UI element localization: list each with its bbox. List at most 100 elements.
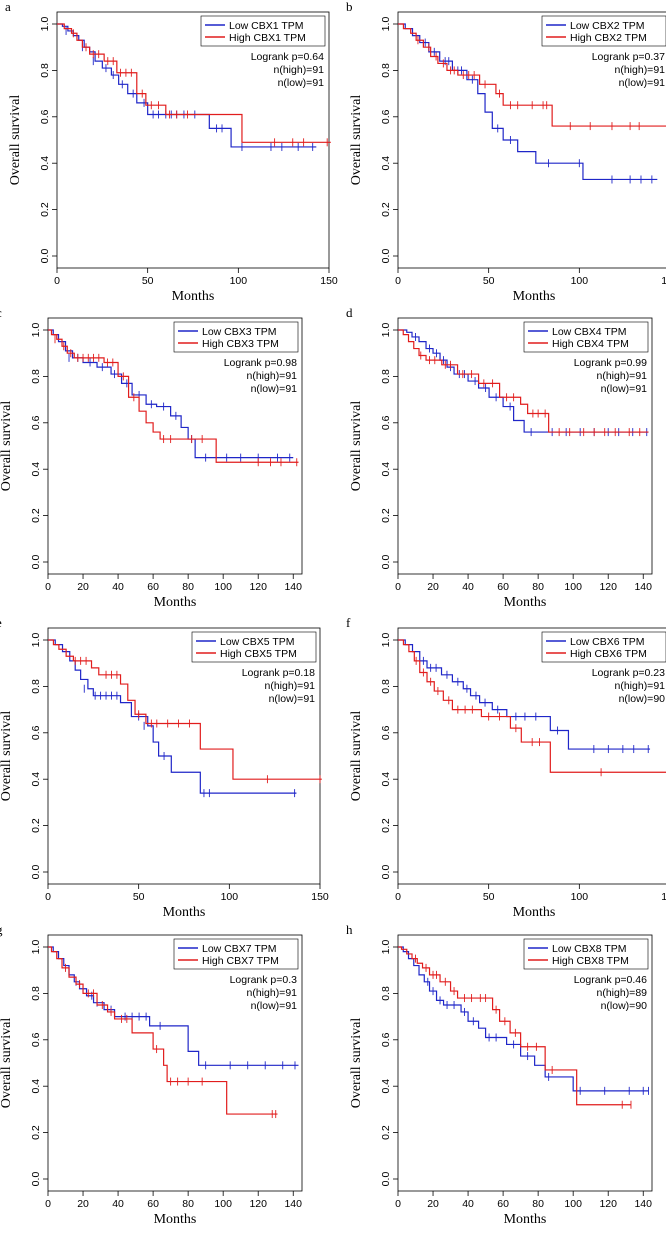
stat-line: n(low)=91 xyxy=(251,383,298,395)
x-tick-label: 20 xyxy=(427,1198,439,1210)
x-axis-title: Months xyxy=(504,595,547,610)
x-tick-label: 0 xyxy=(54,275,60,287)
legend-box xyxy=(173,938,299,970)
x-tick-label: 100 xyxy=(221,891,239,903)
y-tick-label: 0.2 xyxy=(380,202,392,217)
y-tick-label: 0.6 xyxy=(30,1032,42,1047)
y-axis-title: Overall survival xyxy=(0,711,14,802)
y-tick-label: 0.0 xyxy=(39,249,51,264)
x-tick-label: 100 xyxy=(564,581,582,593)
legend-label: High CBX3 TPM xyxy=(202,338,279,350)
panel-e: e 0 50 100 150 0.0 0.2 0.4 0.6 0.8 1.0 Months Overal… xyxy=(0,615,329,920)
x-tick-label: 120 xyxy=(599,581,617,593)
y-tick-label: 0.0 xyxy=(380,1172,392,1187)
y-tick-label: 1.0 xyxy=(30,323,42,338)
y-axis-title: Overall survival xyxy=(0,401,14,492)
stat-line: Logrank p=0.98 xyxy=(224,357,297,369)
y-tick-label: 0.0 xyxy=(30,865,42,880)
x-tick-label: 120 xyxy=(249,1198,267,1210)
x-tick-label: 20 xyxy=(427,581,439,593)
x-tick-label: 80 xyxy=(182,581,194,593)
y-axis-title: Overall survival xyxy=(349,401,364,492)
survival-curve-low xyxy=(48,329,294,459)
stat-line: Logrank p=0.64 xyxy=(251,51,324,63)
y-tick-label: 0.6 xyxy=(380,415,392,430)
stat-line: n(high)=91 xyxy=(597,370,648,382)
y-tick-label: 1.0 xyxy=(380,633,392,648)
x-tick-label: 0 xyxy=(395,581,401,593)
panel-d: d 0 20 40 60 80 100 120 140 0.0 0.2 0.4 0.6 0.8 1.0 Mon… xyxy=(346,305,653,610)
y-tick-label: 0.6 xyxy=(380,725,392,740)
x-tick-label: 20 xyxy=(77,1198,89,1210)
x-tick-label: 140 xyxy=(284,1198,302,1210)
x-axis-title: Months xyxy=(513,905,556,920)
panel-letter: b xyxy=(346,0,353,14)
stat-line: n(high)=91 xyxy=(247,987,298,999)
y-tick-label: 0.4 xyxy=(380,462,392,477)
x-tick-label: 80 xyxy=(182,1198,194,1210)
survival-curve-low xyxy=(398,23,658,181)
x-tick-label: 60 xyxy=(497,1198,509,1210)
y-axis-title: Overall survival xyxy=(0,1018,14,1109)
stat-line: n(high)=91 xyxy=(615,680,666,692)
x-tick-label: 140 xyxy=(634,1198,652,1210)
x-tick-label: 0 xyxy=(395,275,401,287)
stat-line: n(low)=91 xyxy=(251,1000,298,1012)
legend-label: High CBX7 TPM xyxy=(202,955,279,967)
y-tick-label: 0.4 xyxy=(30,772,42,787)
stat-line: n(high)=91 xyxy=(615,64,666,76)
y-tick-label: 1.0 xyxy=(30,940,42,955)
x-axis-title: Months xyxy=(504,1212,547,1227)
y-tick-label: 1.0 xyxy=(380,940,392,955)
y-tick-label: 0.8 xyxy=(30,679,42,694)
legend-label: Low CBX4 TPM xyxy=(552,326,627,338)
legend-label: High CBX5 TPM xyxy=(220,648,297,660)
x-tick-label: 100 xyxy=(214,581,232,593)
legend-box xyxy=(523,938,649,970)
stat-line: n(high)=91 xyxy=(265,680,316,692)
legend-label: High CBX6 TPM xyxy=(570,648,647,660)
panel-c: c 0 20 40 60 80 100 120 140 0.0 0.2 0.4 0.6 0.8 1.0 Mon… xyxy=(0,305,303,610)
y-tick-label: 0.8 xyxy=(39,63,51,78)
stat-line: n(low)=90 xyxy=(601,1000,648,1012)
panel-g: g 0 20 40 60 80 100 120 140 0.0 0.2 0.4 0.6 0.8 1.0 Mon… xyxy=(0,922,303,1227)
x-tick-label: 80 xyxy=(532,581,544,593)
x-tick-label: 100 xyxy=(571,275,589,287)
y-tick-label: 0.2 xyxy=(380,1125,392,1140)
y-tick-label: 0.0 xyxy=(380,865,392,880)
panel-letter: e xyxy=(0,615,2,630)
y-tick-label: 0.8 xyxy=(30,986,42,1001)
y-tick-label: 0.8 xyxy=(380,986,392,1001)
y-tick-label: 0.6 xyxy=(39,109,51,124)
x-tick-label: 50 xyxy=(483,891,495,903)
y-tick-label: 0.4 xyxy=(380,1079,392,1094)
survival-curve-low xyxy=(398,946,649,1092)
plot-frame xyxy=(47,317,303,575)
stat-line: Logrank p=0.37 xyxy=(592,51,665,63)
y-tick-label: 0.4 xyxy=(30,462,42,477)
panel-a: a 0 50 100 150 0.0 0.2 0.4 0.6 0.8 1.0 Months Overal… xyxy=(5,0,338,304)
legend-box xyxy=(523,321,649,353)
stat-line: Logrank p=0.99 xyxy=(574,357,647,369)
survival-curve-high xyxy=(398,329,649,433)
legend-box xyxy=(541,631,666,663)
y-tick-label: 1.0 xyxy=(39,17,51,32)
y-tick-label: 0.2 xyxy=(30,508,42,523)
x-tick-label: 50 xyxy=(133,891,145,903)
y-tick-label: 0.6 xyxy=(380,1032,392,1047)
legend-box xyxy=(173,321,299,353)
survival-curve-high xyxy=(48,329,299,463)
y-tick-label: 0.8 xyxy=(30,369,42,384)
y-tick-label: 0.0 xyxy=(30,555,42,570)
y-tick-label: 0.8 xyxy=(380,679,392,694)
x-tick-label: 150 xyxy=(320,275,338,287)
x-tick-label: 150 xyxy=(661,891,666,903)
panel-letter: g xyxy=(0,922,3,937)
x-tick-label: 150 xyxy=(661,275,666,287)
